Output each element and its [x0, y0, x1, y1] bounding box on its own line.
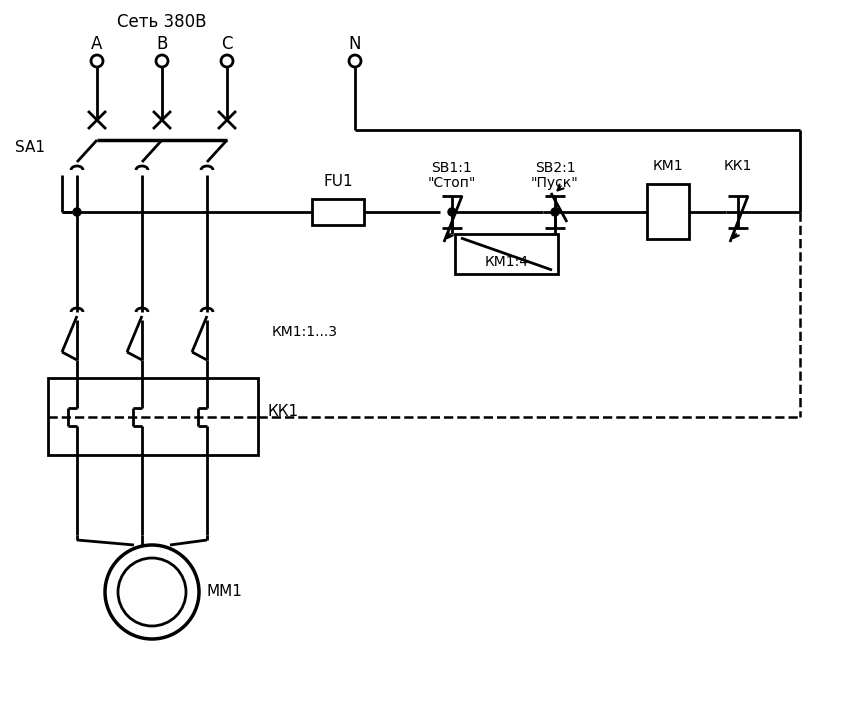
Text: КМ1:4: КМ1:4 — [484, 255, 528, 269]
Circle shape — [118, 558, 186, 626]
Text: КМ1:1...3: КМ1:1...3 — [272, 325, 337, 339]
Bar — [454, 234, 557, 274]
Text: КК1: КК1 — [723, 159, 751, 173]
Circle shape — [447, 208, 456, 216]
Text: КМ1: КМ1 — [652, 159, 682, 173]
Text: "Пуск": "Пуск" — [531, 176, 579, 190]
Text: SB2:1: SB2:1 — [534, 161, 574, 175]
Bar — [48, 378, 257, 455]
Circle shape — [348, 55, 360, 67]
Text: SB1:1: SB1:1 — [431, 161, 472, 175]
Text: N: N — [348, 35, 361, 53]
Bar — [312, 199, 364, 225]
Text: КК1: КК1 — [268, 405, 299, 420]
Circle shape — [221, 55, 233, 67]
Circle shape — [156, 55, 168, 67]
Text: "Стоп": "Стоп" — [428, 176, 475, 190]
Bar — [646, 184, 688, 239]
Text: C: C — [221, 35, 233, 53]
Circle shape — [550, 208, 558, 216]
Text: FU1: FU1 — [323, 175, 353, 190]
Text: A: A — [91, 35, 102, 53]
Circle shape — [91, 55, 103, 67]
Text: SA1: SA1 — [15, 141, 45, 155]
Text: Сеть 380В: Сеть 380В — [117, 13, 206, 31]
Text: B: B — [156, 35, 168, 53]
Text: ММ1: ММ1 — [207, 584, 243, 599]
Circle shape — [105, 545, 199, 639]
Circle shape — [73, 208, 81, 216]
